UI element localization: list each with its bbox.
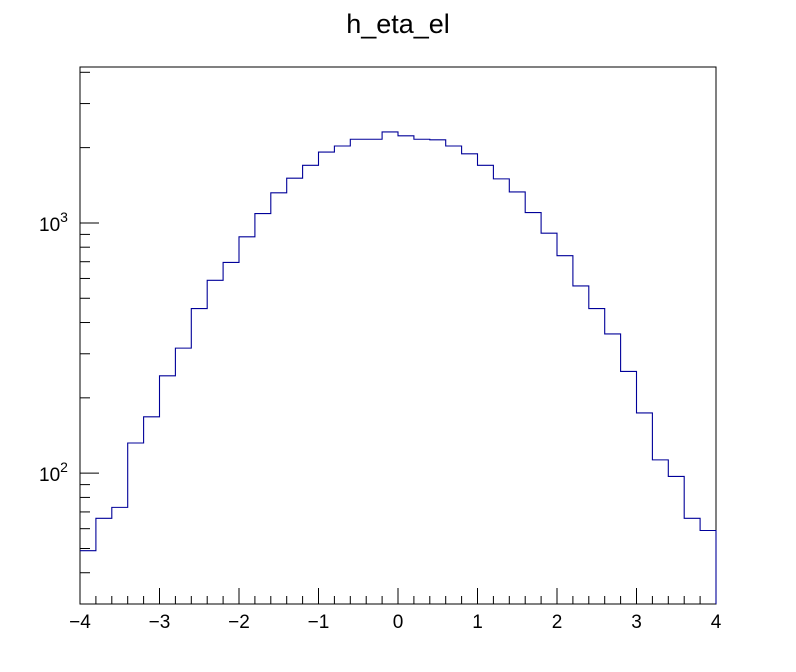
- x-tick-label: 0: [393, 612, 404, 633]
- histogram-bin: [350, 139, 366, 604]
- histogram-bin: [430, 140, 446, 604]
- histogram-bin: [334, 146, 350, 604]
- histogram-bin: [446, 146, 462, 604]
- histogram-bin: [175, 348, 191, 604]
- x-tick-label: 2: [552, 612, 563, 633]
- y-tick-label: 103: [39, 209, 68, 236]
- x-tick-label: 1: [472, 612, 483, 633]
- x-tick-label: −4: [69, 612, 91, 633]
- histogram-bin: [700, 531, 716, 604]
- histogram-bin: [621, 371, 637, 604]
- x-axis: −4 −3 −2 −1 0 1 2 3 4: [69, 588, 722, 633]
- histogram-bin: [255, 214, 271, 604]
- histogram-bin: [684, 518, 700, 604]
- histogram-bin: [128, 443, 144, 604]
- y-axis: 102 103: [39, 71, 99, 605]
- histogram-bin: [303, 165, 319, 604]
- histogram-bin: [366, 139, 382, 604]
- histogram-bin: [557, 256, 573, 604]
- histogram-bin: [509, 192, 525, 604]
- histogram-bin: [319, 152, 335, 604]
- histogram-bin: [271, 193, 287, 604]
- histogram-bin: [605, 334, 621, 604]
- x-tick-label: −1: [308, 612, 330, 633]
- histogram-bin: [541, 233, 557, 604]
- histogram-bin: [191, 309, 207, 604]
- x-tick-label: −3: [149, 612, 171, 633]
- x-tick-label: 4: [711, 612, 722, 633]
- histogram-bin: [144, 417, 160, 604]
- histogram-bin: [478, 165, 494, 604]
- x-tick-label: −2: [228, 612, 250, 633]
- histogram-bin: [414, 139, 430, 604]
- histogram-bin: [652, 460, 668, 604]
- histogram-outline: [80, 131, 717, 604]
- histogram-bin: [668, 476, 684, 604]
- histogram-bin: [398, 136, 414, 604]
- histogram-bin: [239, 237, 255, 604]
- histogram-bin: [637, 413, 653, 604]
- histogram-bin: [160, 376, 176, 604]
- x-tick-label: 3: [631, 612, 642, 633]
- histogram-bin: [223, 262, 239, 604]
- histogram-bin: [573, 286, 589, 604]
- histogram-bin: [493, 179, 509, 604]
- histogram-bin: [80, 551, 96, 604]
- histogram-bin: [287, 178, 303, 604]
- histogram-bin: [382, 132, 398, 604]
- chart-title: h_eta_el: [346, 9, 450, 39]
- histogram-bin: [112, 507, 128, 604]
- histogram-bin: [525, 213, 541, 604]
- histogram-bin: [589, 309, 605, 604]
- histogram-bin: [462, 154, 478, 604]
- y-tick-label: 102: [39, 459, 68, 486]
- histogram-bin: [207, 280, 223, 604]
- histogram-bin: [96, 518, 112, 604]
